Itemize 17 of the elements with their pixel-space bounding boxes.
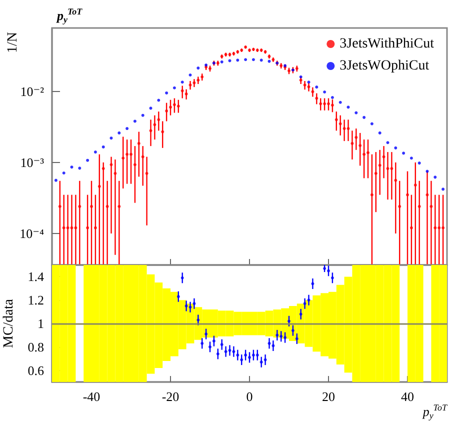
y-tick-label: 1.2 [28, 292, 44, 308]
x-tick-label: -20 [162, 389, 180, 404]
y-tick-label: 0.8 [28, 339, 44, 354]
x-tick-label: 0 [246, 389, 253, 404]
y-tick-label: 10⁻³ [20, 154, 44, 170]
y-tick-label: 10⁻² [20, 84, 44, 99]
y-axis-title: 1/N [6, 32, 20, 53]
legend-label: 3JetsWOphiCut [340, 58, 430, 74]
x-tick-label: 20 [322, 389, 335, 404]
y-tick-label: 1.4 [28, 269, 44, 284]
x-tick-label: 40 [401, 389, 414, 404]
y-tick-label: 1 [38, 316, 44, 331]
y-tick-label: 10⁻⁴ [20, 226, 44, 241]
legend-label: 3JetsWithPhiCut [340, 36, 434, 52]
x-tick-label: -40 [82, 389, 100, 404]
y-axis-title: MC/data [2, 298, 16, 348]
y-tick-label: 0.6 [28, 362, 44, 378]
